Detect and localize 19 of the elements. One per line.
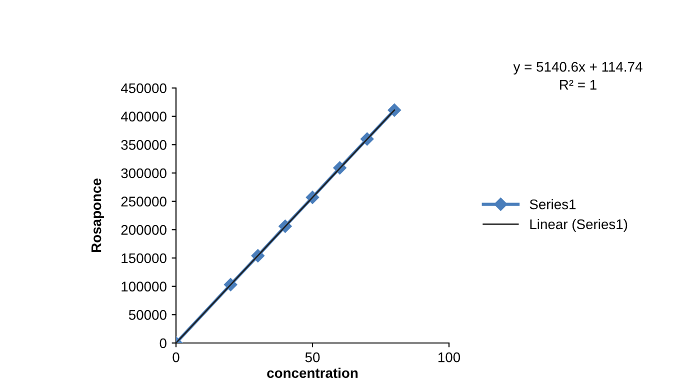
y-tick-label: 300000	[121, 168, 166, 178]
y-tick-label: 150000	[122, 253, 166, 264]
x-tick-label: 100	[438, 352, 460, 362]
x-tick-label: 0	[172, 352, 180, 362]
text: R² = 1	[560, 80, 596, 90]
y-tick-label: 200000	[121, 225, 166, 235]
text: y = 5140.6x + 114.74	[513, 62, 642, 74]
x-tick-label: 50	[305, 352, 320, 362]
legend-label: Linear (Series1)	[530, 218, 628, 232]
y-tick-label: 400000	[120, 112, 166, 122]
legend-label: Series1	[530, 199, 576, 210]
y-tick-label: 50000	[128, 310, 166, 320]
y-tick-label: 100000	[122, 282, 166, 292]
y-tick-label: 250000	[121, 196, 166, 207]
y-tick-label: 350000	[121, 140, 166, 150]
y-tick-label: 0	[160, 338, 166, 348]
y-tick-label: 450000	[120, 83, 166, 94]
y-axis-title: Rosaponce	[92, 178, 104, 252]
x-axis-title: concentration	[267, 368, 358, 378]
